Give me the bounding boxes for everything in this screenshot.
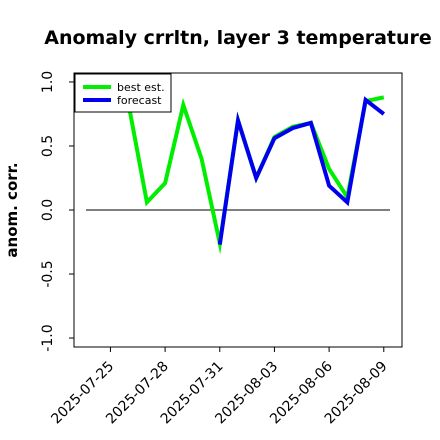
y-tick-label: -1.0	[40, 324, 56, 351]
y-tick-label: -0.5	[40, 260, 56, 287]
series-line-best-est	[126, 95, 385, 255]
legend-label: best est.	[117, 81, 165, 94]
series-line-forecast	[217, 96, 386, 245]
legend-label: forecast	[117, 94, 162, 107]
chart-title: Anomaly crrltn, layer 3 temperature	[44, 27, 432, 49]
legend-box	[74, 73, 172, 113]
y-tick-label: 0.0	[40, 199, 56, 221]
plot-area: -1.0-0.50.00.51.02025-07-252025-07-28202…	[40, 71, 403, 427]
y-tick-label: 0.5	[40, 135, 56, 157]
y-axis-label: anom. corr.	[3, 162, 21, 257]
y-tick-label: 1.0	[40, 71, 56, 93]
